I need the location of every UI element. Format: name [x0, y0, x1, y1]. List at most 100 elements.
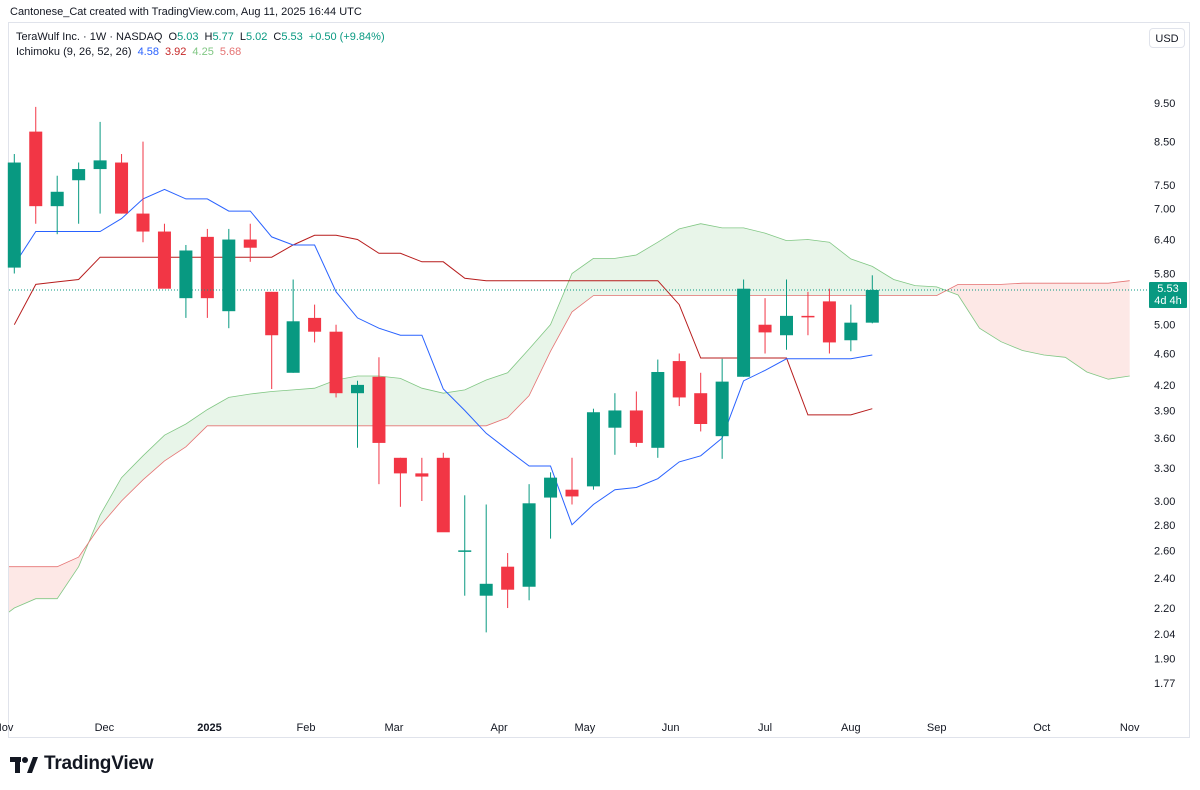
chart-legend: TeraWulf Inc. · 1W · NASDAQ O5.03 H5.77 L5.…	[16, 30, 385, 60]
high-value: 5.77	[212, 31, 234, 43]
candle	[780, 279, 793, 350]
candle	[544, 472, 558, 539]
x-tick-label: Nov	[1120, 722, 1140, 734]
indicator-row[interactable]: Ichimoku (9, 26, 52, 26) 4.58 3.92 4.25 5.68	[16, 45, 385, 60]
candle-body	[115, 162, 129, 214]
candle-body	[72, 169, 86, 181]
symbol-row: TeraWulf Inc. · 1W · NASDAQ O5.03 H5.77 L5.…	[16, 30, 385, 45]
attribution-text: Cantonese_Cat created with TradingView.c…	[10, 6, 362, 18]
candle	[672, 353, 686, 407]
bar-countdown: 4d 4h	[1154, 294, 1182, 307]
candle	[479, 504, 493, 633]
y-tick-label: 1.90	[1154, 654, 1175, 666]
candle-body	[565, 489, 579, 497]
x-tick-label: Sep	[927, 722, 947, 734]
candle	[436, 452, 450, 533]
candle	[72, 162, 86, 224]
y-tick-label: 6.40	[1154, 235, 1175, 247]
candle	[694, 372, 708, 432]
candle	[265, 291, 279, 390]
candle-body	[844, 322, 858, 341]
candle	[586, 408, 600, 490]
ichimoku-cloud	[9, 223, 1130, 612]
candle	[7, 154, 21, 274]
y-tick-label: 3.60	[1154, 433, 1175, 445]
x-axis: Nov Dec 2025 Feb Mar Apr May Jun Jul Aug Sep Oct Nov	[0, 722, 1140, 734]
x-tick-label: Dec	[95, 722, 115, 734]
x-tick-label: Mar	[384, 722, 403, 734]
x-tick-label: Aug	[841, 722, 861, 734]
candle	[608, 393, 622, 455]
tenkan-value: 4.58	[137, 46, 159, 58]
y-tick-label: 3.90	[1154, 405, 1175, 417]
candle-body	[200, 236, 214, 299]
kijun-sen-line	[13, 234, 873, 416]
ichimoku-lines	[9, 188, 1130, 613]
low-value: 5.02	[245, 31, 268, 43]
candle-body	[136, 213, 150, 232]
candle	[93, 121, 107, 214]
x-tick-label: 2025	[197, 722, 221, 734]
candle-body	[672, 361, 686, 398]
candle	[565, 457, 579, 505]
candle-body	[50, 191, 64, 207]
candle	[844, 304, 858, 352]
candle-body	[608, 410, 622, 428]
y-tick-label: 5.00	[1154, 320, 1175, 332]
y-tick-label: 9.50	[1154, 98, 1175, 110]
x-tick-label: Nov	[0, 722, 14, 734]
candle-body	[758, 324, 772, 333]
x-tick-label: Feb	[297, 722, 316, 734]
candle	[329, 324, 343, 398]
cloud-bullish-area	[88, 223, 947, 543]
candle	[458, 495, 472, 596]
candle-body	[479, 583, 493, 596]
candle-body	[780, 315, 793, 336]
open-value: 5.03	[177, 31, 199, 43]
x-tick-label: Jul	[758, 722, 772, 734]
y-tick-label: 1.77	[1154, 678, 1175, 690]
candle	[522, 484, 536, 601]
y-tick-label: 3.00	[1154, 496, 1175, 508]
candle-body	[458, 550, 472, 552]
y-tick-label: 7.50	[1154, 180, 1175, 192]
candle	[715, 358, 729, 459]
tradingview-logo[interactable]: TradingView	[10, 752, 154, 776]
candle-body	[7, 162, 21, 268]
candle-body	[629, 410, 643, 443]
senkou-span-b-line	[9, 280, 1130, 568]
y-tick-label: 2.60	[1154, 545, 1175, 557]
candle	[629, 391, 643, 447]
senkou-span-a-line	[9, 223, 1130, 613]
candle	[651, 359, 665, 458]
y-tick-label: 2.80	[1154, 520, 1175, 532]
open-label: O	[168, 31, 178, 43]
kijun-value: 3.92	[164, 46, 187, 58]
y-tick-label: 4.20	[1154, 380, 1175, 392]
y-axis: 9.50 8.50 7.50 7.00 6.40 5.80 5.00 4.60 4.20 3.90…	[1154, 98, 1175, 690]
candle-body	[694, 393, 708, 424]
candle-body	[801, 315, 815, 318]
candle	[758, 298, 772, 354]
tradingview-brand: TradingView	[44, 753, 154, 774]
candle-body	[308, 317, 322, 332]
x-tick-label: Apr	[491, 722, 508, 734]
candle	[737, 279, 751, 377]
candle	[50, 175, 64, 235]
high-label: H	[204, 31, 213, 43]
change-value: +0.50 (+9.84%)	[308, 31, 385, 43]
candle	[157, 223, 171, 289]
close-value: 5.53	[281, 31, 303, 43]
chart-frame[interactable]	[8, 22, 1190, 738]
span-a-value: 4.25	[192, 46, 214, 58]
close-label: C	[273, 31, 282, 43]
y-tick-label: 3.30	[1154, 463, 1175, 475]
currency-button[interactable]: USD	[1149, 28, 1185, 48]
candle	[801, 291, 815, 336]
candle-body	[544, 477, 558, 498]
x-tick-label: Jun	[662, 722, 680, 734]
cloud-bearish-area	[9, 542, 89, 612]
candle-body	[651, 371, 665, 448]
candle	[29, 106, 43, 224]
